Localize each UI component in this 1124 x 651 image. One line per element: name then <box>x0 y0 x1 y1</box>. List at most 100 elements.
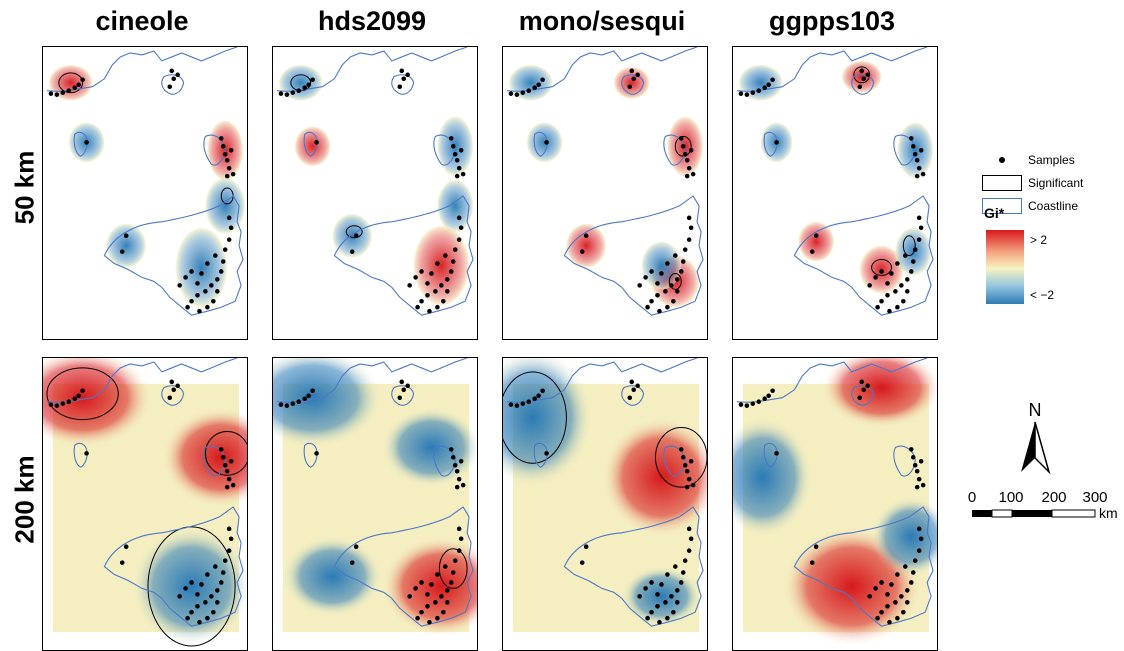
sample-point <box>445 588 450 593</box>
sample-point <box>908 447 914 452</box>
sample-point <box>579 560 585 565</box>
sample-point <box>433 600 438 605</box>
sample-point <box>910 455 916 460</box>
sample-point <box>407 283 412 288</box>
sample-point <box>228 536 234 542</box>
coastline <box>793 195 934 316</box>
map-panel-ggpps103-50km <box>732 46 938 340</box>
sample-point <box>879 580 884 585</box>
sample-point <box>912 151 918 157</box>
sample-point <box>167 84 173 90</box>
sample-point <box>918 536 924 542</box>
sample-point <box>889 271 894 276</box>
sample-point <box>912 558 918 563</box>
map-canvas <box>736 47 934 316</box>
sample-point <box>183 586 188 591</box>
sample-point <box>450 259 456 264</box>
svg-text:km: km <box>1099 505 1118 521</box>
sample-point <box>314 140 319 145</box>
sample-point <box>349 249 355 254</box>
sample-point <box>199 271 204 276</box>
sample-point <box>401 76 406 82</box>
gi-hotspot <box>895 227 932 276</box>
map-panel-cineole-50km <box>42 46 248 340</box>
sample-point <box>867 594 872 599</box>
sample-point <box>675 588 680 593</box>
sample-point <box>750 401 756 406</box>
sample-point <box>908 269 914 274</box>
sample-point <box>80 77 85 83</box>
sample-point <box>228 459 234 464</box>
sample-point <box>665 615 670 621</box>
gi-hotspot <box>822 358 937 428</box>
map-canvas <box>276 47 474 316</box>
coastline <box>73 131 88 157</box>
sample-point <box>655 293 660 298</box>
sample-point <box>857 395 863 401</box>
legend-samples: Samples <box>980 150 1075 170</box>
sample-point <box>684 173 690 179</box>
sample-point <box>220 455 226 460</box>
sample-point <box>425 281 430 286</box>
sample-point <box>865 72 870 78</box>
sample-point <box>226 548 232 553</box>
sample-point <box>456 476 462 482</box>
sample-point <box>290 90 296 95</box>
legend-significant: Significant <box>980 173 1083 193</box>
sample-point <box>427 619 432 625</box>
sample-point <box>54 403 60 408</box>
column-title-ggpps103: ggpps103 <box>768 6 896 36</box>
sample-point <box>893 289 898 294</box>
sample-point <box>665 572 670 577</box>
sample-point <box>429 271 434 276</box>
gi-hotspot <box>278 64 323 101</box>
sample-point <box>657 619 662 625</box>
sample-point <box>905 289 910 294</box>
sample-point <box>750 90 756 95</box>
sample-point <box>123 544 129 549</box>
gi-legend-title: Gi* <box>984 205 1005 221</box>
gi-hotspot <box>733 417 813 537</box>
sample-point <box>916 526 922 532</box>
sample-point <box>514 403 520 408</box>
sample-point <box>686 237 692 242</box>
sample-point <box>84 451 89 456</box>
sample-point <box>169 68 175 74</box>
sample-point <box>920 171 926 177</box>
sample-point <box>885 604 890 609</box>
sample-point <box>209 594 214 599</box>
sample-point <box>167 395 173 401</box>
sample-point <box>738 402 744 407</box>
coastline <box>793 506 934 627</box>
sample-point <box>185 304 190 310</box>
sample-point <box>544 451 549 456</box>
sample-point <box>119 249 125 254</box>
sample-point <box>213 253 218 258</box>
sample-point <box>861 387 866 393</box>
coastline <box>433 445 456 477</box>
sample-point <box>302 85 307 91</box>
sample-point <box>536 393 541 399</box>
sample-point <box>659 582 664 587</box>
sample-point <box>867 283 872 288</box>
gi-hotspot <box>738 64 783 101</box>
sample-point <box>865 383 870 389</box>
sample-point <box>399 68 405 74</box>
sample-point <box>80 388 85 394</box>
sample-point <box>195 592 200 597</box>
sample-point <box>189 298 194 304</box>
sample-point <box>419 298 424 304</box>
sample-point <box>456 548 462 553</box>
sample-point <box>885 592 890 597</box>
sample-point <box>413 586 418 591</box>
sample-point <box>195 281 200 286</box>
sample-point <box>520 401 526 406</box>
sample-point <box>669 283 674 288</box>
coastline <box>303 442 318 468</box>
sample-point <box>857 84 863 90</box>
sample-point <box>419 609 424 615</box>
sample-point <box>905 277 910 282</box>
coastline <box>893 134 916 166</box>
sample-point <box>893 600 898 605</box>
sample-point <box>415 615 420 621</box>
